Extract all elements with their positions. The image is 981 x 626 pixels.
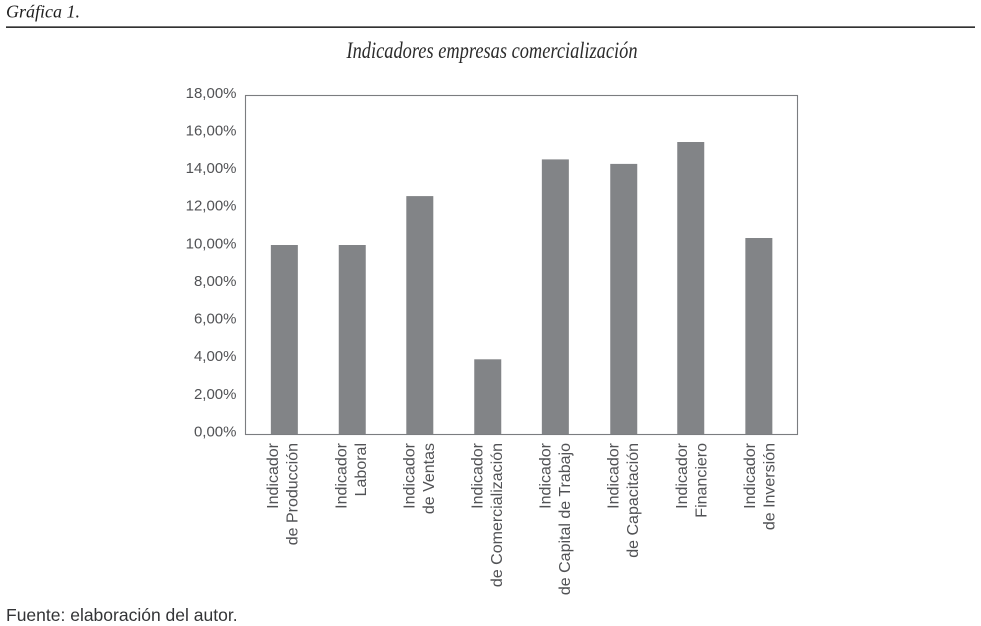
svg-text:Indicador: Indicador [265,442,282,508]
svg-text:de Capital de Trabajo: de Capital de Trabajo [557,443,574,595]
svg-text:8,00%: 8,00% [194,273,237,290]
svg-text:de Capacitación: de Capacitación [625,443,642,558]
svg-text:de Inversión: de Inversión [761,443,778,530]
svg-text:Indicador: Indicador [606,442,623,508]
svg-text:Fuente: elaboración del autor.: Fuente: elaboración del autor. [6,605,238,625]
svg-text:Indicador: Indicador [742,442,759,508]
svg-text:Financiero: Financiero [693,443,710,518]
svg-text:de Ventas: de Ventas [421,443,438,514]
svg-text:Indicador: Indicador [401,442,418,508]
svg-text:Indicadores empresas comercial: Indicadores empresas comercialización [346,37,638,64]
svg-text:de Comercialización: de Comercialización [489,443,506,587]
svg-text:14,00%: 14,00% [186,160,237,177]
svg-text:12,00%: 12,00% [186,198,237,215]
svg-text:2,00%: 2,00% [194,386,237,403]
svg-text:Laboral: Laboral [353,443,370,496]
svg-text:18,00%: 18,00% [186,85,237,102]
svg-text:0,00%: 0,00% [194,423,237,440]
svg-text:6,00%: 6,00% [194,311,237,328]
svg-text:Indicador: Indicador [674,442,691,508]
svg-text:de Producción: de Producción [285,443,302,545]
svg-text:4,00%: 4,00% [194,348,237,365]
svg-text:10,00%: 10,00% [186,235,237,252]
svg-text:Indicador: Indicador [469,442,486,508]
svg-text:Indicador: Indicador [333,442,350,508]
svg-text:Gráfica 1.: Gráfica 1. [6,1,80,21]
svg-text:16,00%: 16,00% [186,123,237,140]
svg-text:Indicador: Indicador [538,442,555,508]
